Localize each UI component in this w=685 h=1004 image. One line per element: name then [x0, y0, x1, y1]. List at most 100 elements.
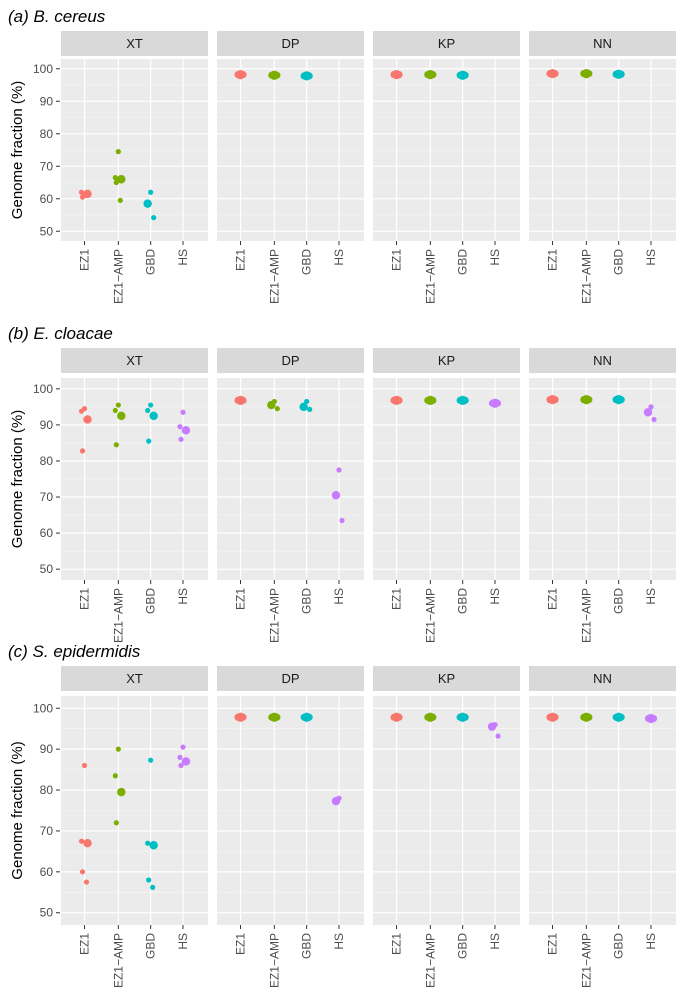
data-point — [651, 416, 657, 423]
data-point — [461, 396, 469, 404]
data-point — [273, 713, 281, 721]
x-tick-label: EZ1−AMP — [267, 249, 281, 304]
x-tick-label: HS — [176, 588, 190, 605]
data-point — [612, 396, 620, 404]
data-point — [456, 713, 464, 721]
y-tick-label: 80 — [40, 127, 54, 141]
data-point — [78, 189, 85, 195]
y-axis-label: Genome fraction (%) — [9, 410, 26, 548]
x-tick-label: HS — [644, 588, 658, 605]
data-point — [178, 762, 184, 769]
x-tick-label: EZ1−AMP — [579, 933, 593, 988]
x-tick-label: EZ1 — [546, 588, 560, 610]
data-point — [617, 713, 625, 721]
data-point — [181, 757, 191, 766]
data-point — [617, 396, 625, 404]
facet-xt: XT EZ1 EZ1−AMP GBD HS — [61, 31, 208, 304]
data-point — [234, 713, 242, 721]
y-axis-label: Genome fraction (%) — [9, 81, 26, 219]
data-point — [145, 840, 151, 846]
data-point — [456, 71, 464, 79]
x-tick-label: GBD — [144, 933, 158, 959]
data-point — [117, 787, 126, 797]
data-point — [495, 733, 501, 739]
data-point — [551, 70, 559, 78]
data-point — [585, 396, 593, 404]
data-point — [395, 396, 403, 404]
panel-3: (c) S. epidermidis Genome fraction (%) 50 6… — [8, 642, 676, 988]
data-point — [150, 884, 156, 890]
facet-strip-label: NN — [593, 671, 612, 686]
data-point — [149, 411, 158, 421]
facet-strip-label: DP — [281, 353, 299, 368]
y-tick-label: 90 — [40, 742, 54, 756]
y-tick-label: 50 — [40, 562, 54, 576]
facet-strip-label: KP — [438, 36, 455, 51]
panel-title: (a) B. cereus — [8, 7, 106, 26]
data-point — [78, 838, 85, 844]
data-point — [612, 713, 620, 721]
data-point — [339, 517, 345, 524]
y-tick-label: 90 — [40, 94, 54, 108]
data-point — [178, 436, 184, 442]
x-tick-label: EZ1 — [78, 588, 92, 610]
data-point — [113, 442, 119, 448]
facet-nn: NN EZ1 EZ1−AMP GBD HS — [529, 666, 676, 988]
x-tick-label: HS — [176, 933, 190, 950]
facet-strip-label: DP — [281, 36, 299, 51]
data-point — [305, 713, 313, 721]
facet-strip — [217, 666, 364, 691]
data-point — [83, 189, 92, 199]
facet-dp: DP EZ1 EZ1−AMP GBD HS — [217, 666, 364, 988]
data-point — [146, 877, 152, 883]
data-point — [299, 402, 308, 412]
data-point — [307, 406, 313, 412]
data-point — [112, 407, 118, 414]
data-point — [146, 438, 152, 444]
facet-xt: XT EZ1 EZ1−AMP GBD HS — [61, 348, 208, 643]
x-tick-label: GBD — [144, 249, 158, 275]
data-point — [305, 72, 313, 80]
data-point — [234, 71, 242, 79]
data-point — [546, 713, 554, 721]
data-point — [488, 399, 497, 407]
data-point — [117, 197, 123, 203]
facet-strip — [529, 348, 676, 373]
y-tick-label: 70 — [40, 490, 54, 504]
data-point — [585, 70, 593, 78]
data-point — [180, 409, 186, 415]
x-tick-label: GBD — [300, 933, 314, 959]
data-point — [148, 189, 154, 195]
data-point — [83, 879, 90, 885]
data-point — [115, 746, 121, 752]
data-point — [648, 404, 654, 410]
facet-strip-label: NN — [593, 36, 612, 51]
data-point — [331, 491, 341, 500]
facet-strip — [373, 348, 520, 373]
x-tick-label: EZ1 — [546, 933, 560, 955]
data-point — [239, 713, 247, 721]
x-tick-label: HS — [332, 588, 346, 605]
panel-2: (b) E. cloacae Genome fraction (%) 50 60 70 8… — [8, 324, 676, 643]
data-point — [580, 70, 588, 78]
data-point — [83, 839, 92, 848]
data-point — [456, 396, 464, 404]
data-point — [83, 415, 92, 424]
facet-strip-label: DP — [281, 671, 299, 686]
facet-strip — [529, 666, 676, 691]
facet-strip — [529, 31, 676, 56]
x-tick-label: EZ1 — [390, 249, 404, 271]
data-point — [551, 713, 559, 721]
data-point — [395, 713, 403, 721]
data-point — [117, 175, 126, 184]
data-point — [390, 713, 398, 721]
x-tick-label: GBD — [612, 249, 626, 275]
data-point — [546, 396, 554, 404]
x-tick-label: EZ1−AMP — [423, 588, 437, 643]
x-tick-label: GBD — [612, 933, 626, 959]
data-point — [429, 396, 437, 404]
x-tick-label: EZ1−AMP — [579, 249, 593, 304]
data-point — [113, 179, 119, 186]
data-point — [115, 149, 121, 155]
